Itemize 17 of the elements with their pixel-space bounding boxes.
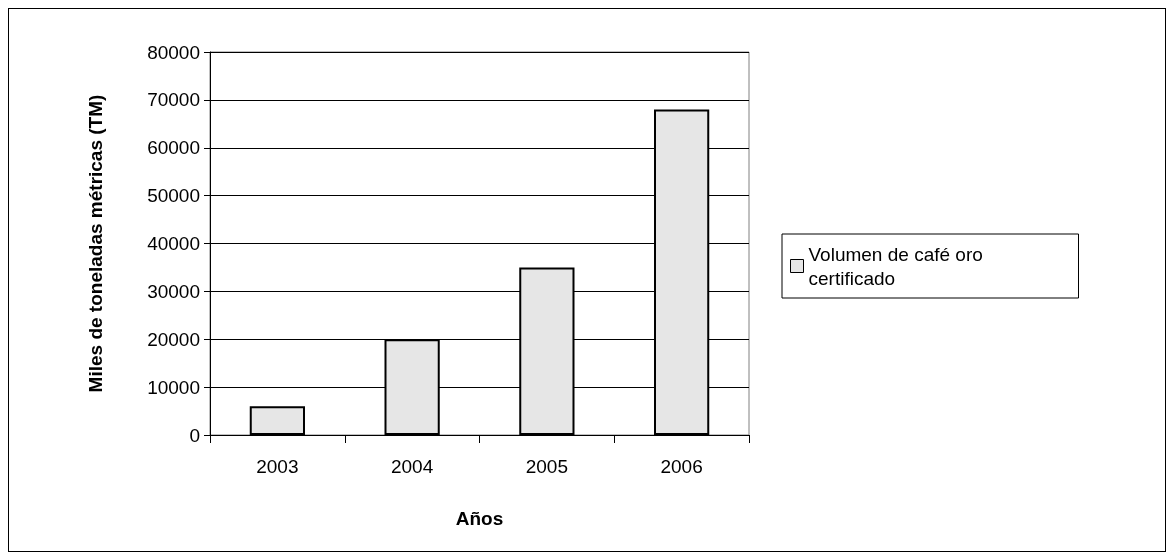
y-tick-label: 40000	[147, 233, 200, 254]
y-tick-label: 10000	[147, 376, 200, 398]
y-tick-label: 60000	[147, 137, 200, 159]
y-tick-label: 50000	[147, 185, 200, 207]
x-tick-label: 2004	[390, 456, 434, 477]
bar	[249, 406, 305, 435]
y-tick-label: 0	[189, 424, 200, 446]
x-tick-label: 2006	[660, 456, 703, 477]
y-tick-label: 70000	[147, 89, 200, 111]
x-tick-label: 2003	[256, 456, 299, 477]
y-axis-title: Miles de toneladas métricas (TM)	[85, 94, 106, 393]
y-tick-label: 20000	[147, 328, 200, 350]
x-axis-title: Años	[455, 508, 504, 529]
x-tick-label: 2005	[525, 456, 569, 477]
legend-label: Volumen de café oro certificado	[808, 243, 989, 289]
y-tick-label: 30000	[147, 280, 200, 302]
y-tick-label: 80000	[147, 41, 200, 63]
